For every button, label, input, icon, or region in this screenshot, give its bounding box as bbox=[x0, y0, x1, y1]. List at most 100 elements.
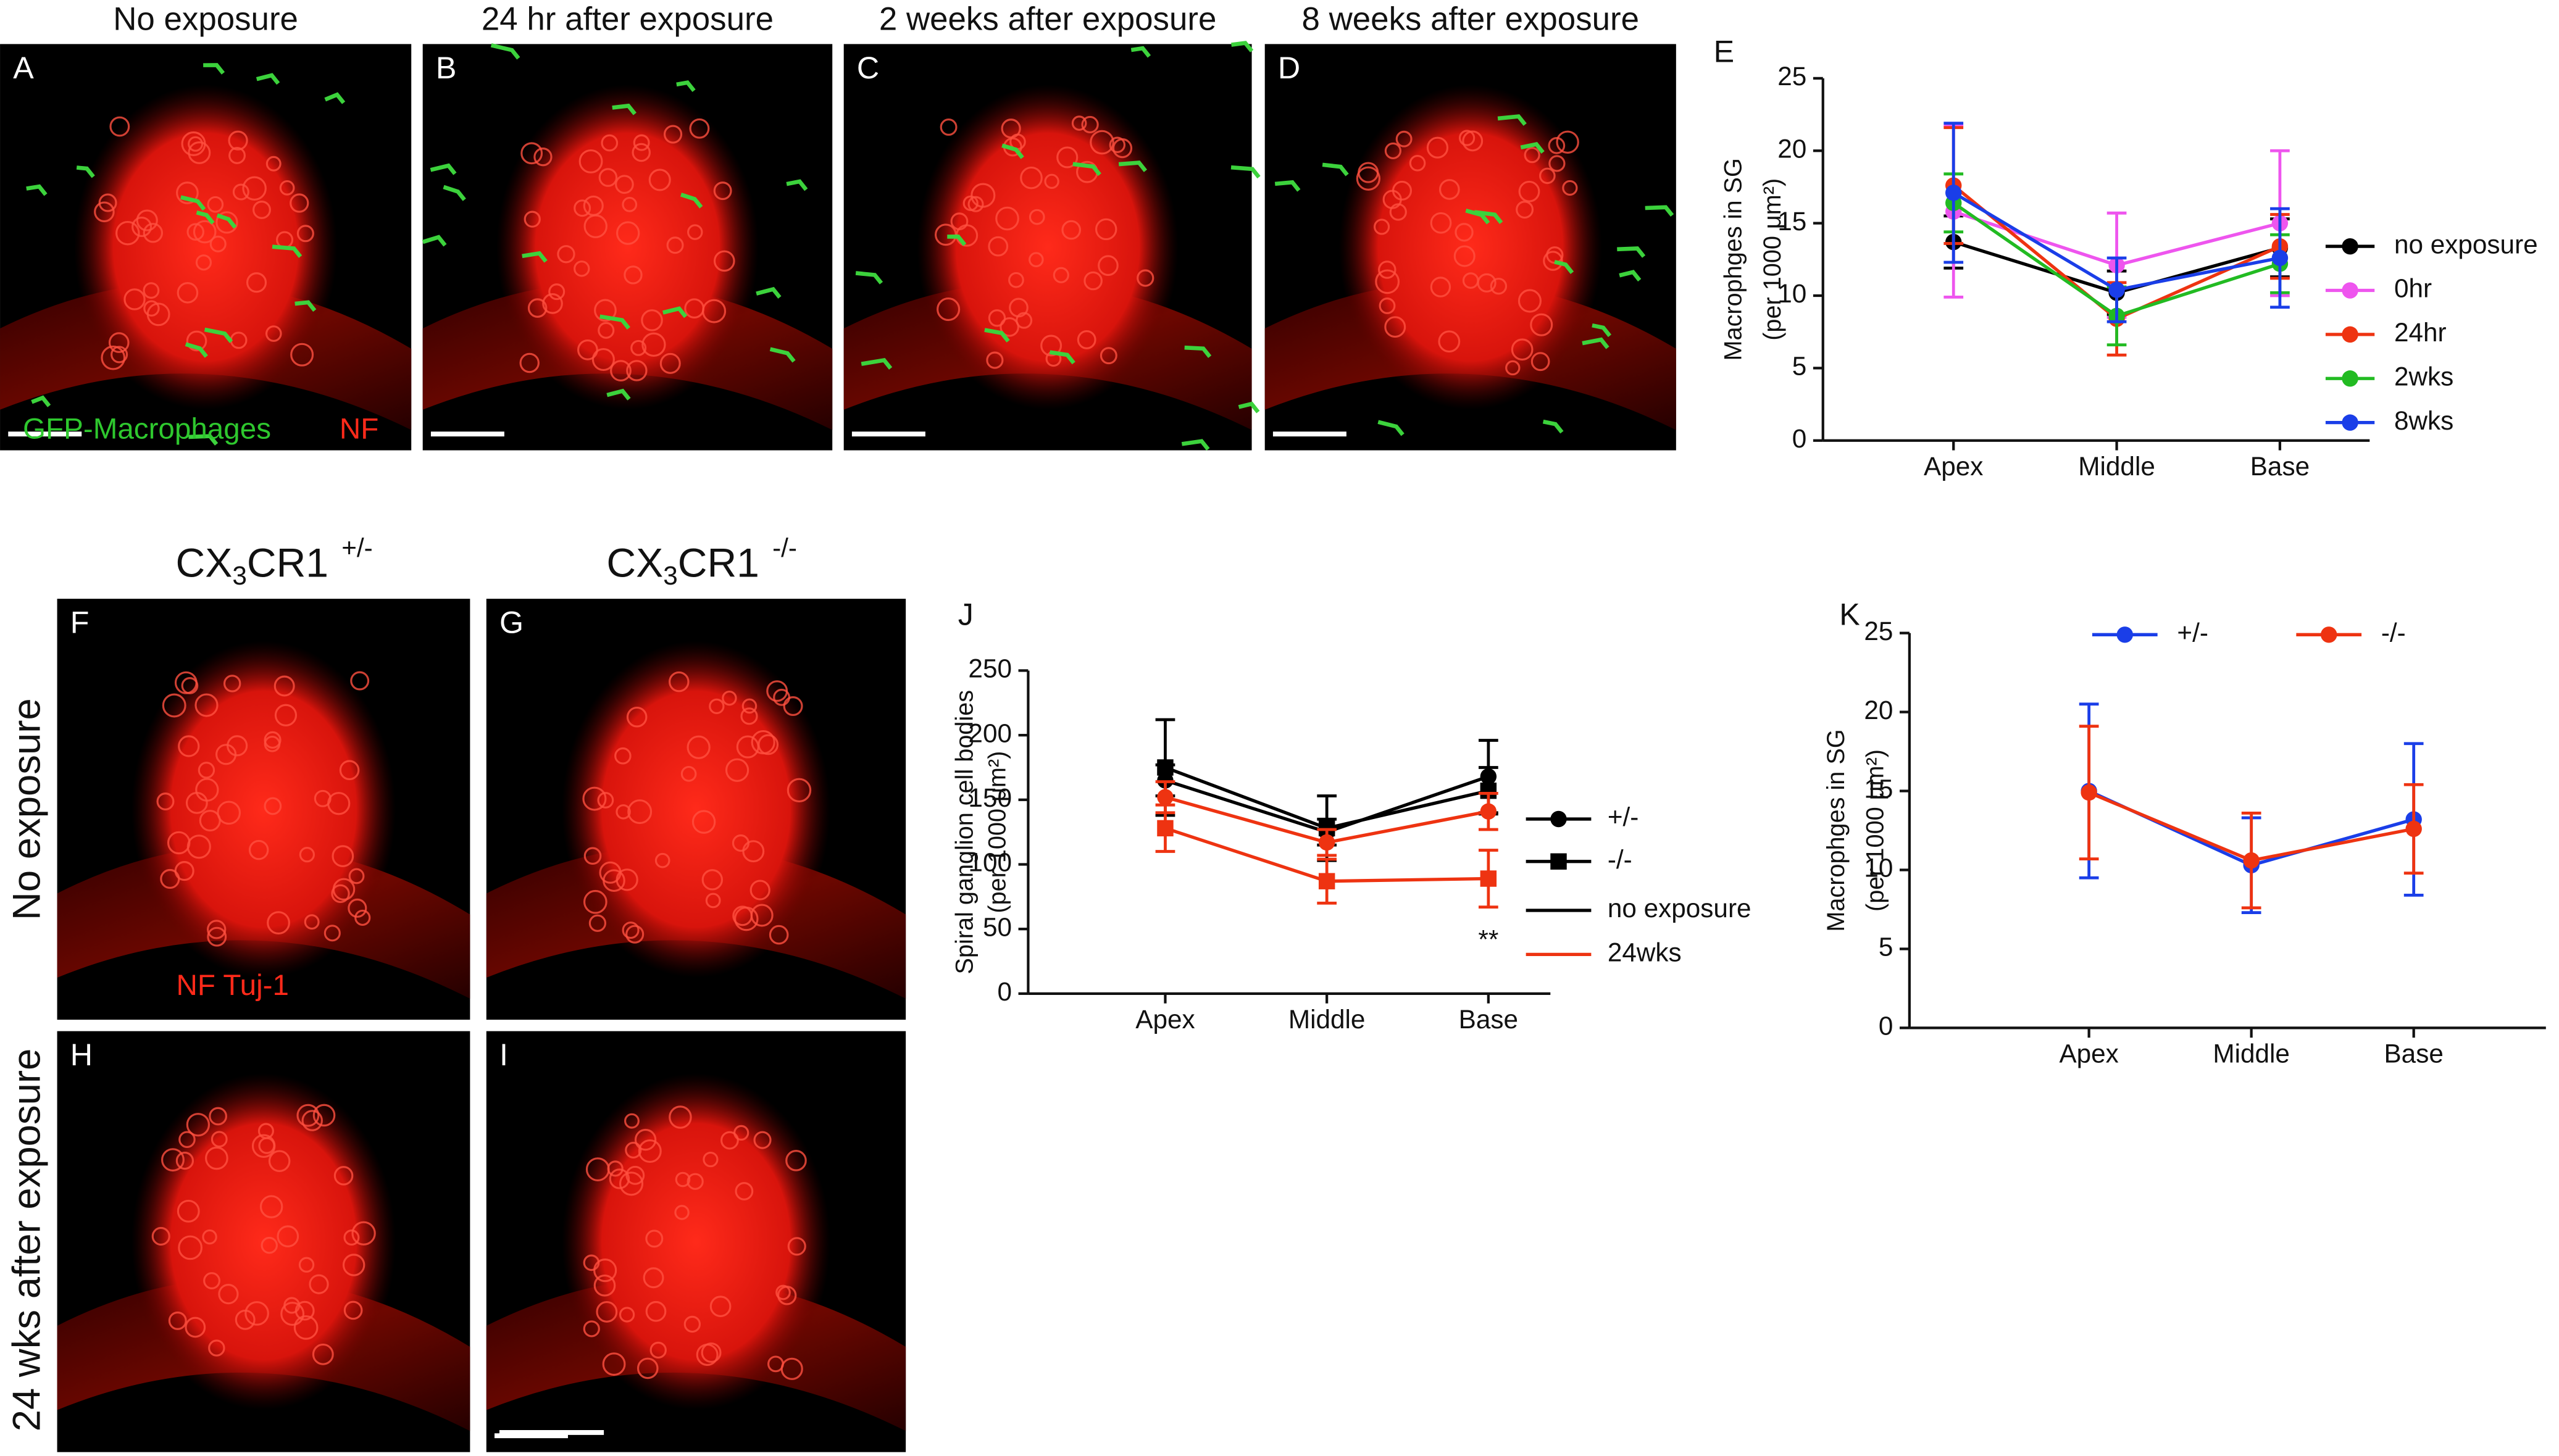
cell bbox=[279, 180, 295, 196]
cell bbox=[625, 1141, 642, 1159]
y-axis-label: Macrophges in SG bbox=[1822, 729, 1850, 931]
cell bbox=[622, 921, 640, 939]
cell bbox=[1095, 218, 1117, 241]
cell bbox=[666, 236, 684, 254]
cell bbox=[691, 810, 716, 834]
cell bbox=[161, 1148, 185, 1172]
cell bbox=[751, 730, 775, 755]
cell bbox=[162, 693, 186, 718]
cell bbox=[1098, 255, 1119, 277]
cell bbox=[1389, 203, 1407, 221]
cell bbox=[583, 195, 604, 216]
cell bbox=[591, 347, 615, 372]
cell bbox=[585, 1157, 610, 1181]
ganglion bbox=[562, 641, 830, 978]
cell bbox=[301, 1110, 323, 1131]
cell bbox=[626, 360, 648, 381]
marker bbox=[2243, 852, 2260, 869]
cell bbox=[177, 1199, 200, 1223]
cell bbox=[609, 1168, 630, 1189]
cell bbox=[253, 201, 271, 219]
micrograph bbox=[0, 44, 412, 451]
cell bbox=[735, 1182, 754, 1200]
panel-label: J bbox=[958, 597, 974, 631]
cell bbox=[167, 831, 191, 855]
macrophage bbox=[1619, 270, 1642, 282]
cell bbox=[1458, 130, 1476, 146]
panel-label: K bbox=[1839, 597, 1860, 631]
cell bbox=[548, 283, 566, 301]
y-tick-label: 200 bbox=[968, 718, 1012, 747]
cell bbox=[597, 792, 614, 809]
cell bbox=[217, 801, 241, 825]
cell bbox=[1378, 260, 1396, 279]
cell bbox=[290, 193, 309, 213]
cell bbox=[211, 1131, 228, 1148]
stain-label: GFP-Macrophages bbox=[23, 412, 271, 445]
cell bbox=[696, 1344, 719, 1367]
cell bbox=[610, 360, 632, 382]
cell bbox=[557, 245, 575, 264]
cell bbox=[775, 1284, 791, 1300]
cell bbox=[350, 671, 370, 691]
cell bbox=[1077, 330, 1096, 349]
macrophage bbox=[1617, 246, 1646, 258]
macrophage bbox=[855, 271, 883, 285]
cell bbox=[264, 731, 282, 749]
cell bbox=[188, 136, 204, 152]
y-tick-label: 15 bbox=[1777, 207, 1806, 236]
cell bbox=[258, 1137, 275, 1154]
macrophage bbox=[861, 357, 893, 370]
cell bbox=[519, 352, 540, 373]
macrophage bbox=[204, 327, 233, 343]
cell bbox=[1384, 316, 1406, 338]
cell bbox=[342, 1254, 365, 1276]
cell bbox=[1462, 130, 1484, 152]
cell bbox=[645, 1229, 664, 1248]
cell bbox=[749, 880, 770, 901]
cell bbox=[1516, 201, 1534, 219]
ganglion bbox=[131, 641, 396, 978]
macrophage bbox=[1322, 162, 1349, 177]
cell bbox=[299, 847, 315, 863]
cell bbox=[181, 677, 199, 694]
cell bbox=[248, 839, 269, 860]
y-axis-label: (per 1000 μm²) bbox=[1861, 749, 1889, 912]
cell bbox=[1001, 119, 1021, 139]
macrophage bbox=[1231, 41, 1254, 52]
cell bbox=[156, 792, 175, 811]
cell bbox=[1029, 209, 1045, 225]
cell bbox=[787, 778, 812, 803]
cell bbox=[624, 1113, 640, 1129]
cell bbox=[1562, 180, 1578, 196]
macrophage bbox=[676, 80, 696, 93]
cell bbox=[209, 235, 227, 252]
cell bbox=[524, 210, 541, 228]
marker bbox=[1318, 834, 1335, 851]
micrograph bbox=[486, 599, 906, 1020]
macrophage bbox=[662, 306, 688, 318]
cell bbox=[734, 906, 759, 931]
cell bbox=[208, 1339, 225, 1357]
cell bbox=[625, 1165, 645, 1185]
cell bbox=[687, 735, 711, 759]
cell bbox=[1379, 297, 1396, 314]
y-axis-label: Spiral ganglion cell bodies bbox=[951, 690, 978, 975]
cell bbox=[578, 149, 603, 173]
cell bbox=[687, 1173, 704, 1190]
marker bbox=[1318, 873, 1335, 889]
cell bbox=[332, 845, 354, 868]
cell bbox=[195, 778, 219, 802]
x-tick-label: Base bbox=[2250, 452, 2310, 481]
cell bbox=[244, 1301, 269, 1326]
panel-label: C bbox=[857, 51, 879, 85]
cell bbox=[332, 878, 356, 901]
cell bbox=[1100, 347, 1117, 365]
cell bbox=[1539, 167, 1556, 185]
cell bbox=[1053, 267, 1069, 283]
cell bbox=[602, 1352, 626, 1376]
marker bbox=[2405, 820, 2422, 838]
legend-label: -/- bbox=[1608, 845, 1632, 874]
cell bbox=[143, 282, 160, 299]
macrophage bbox=[76, 165, 95, 178]
